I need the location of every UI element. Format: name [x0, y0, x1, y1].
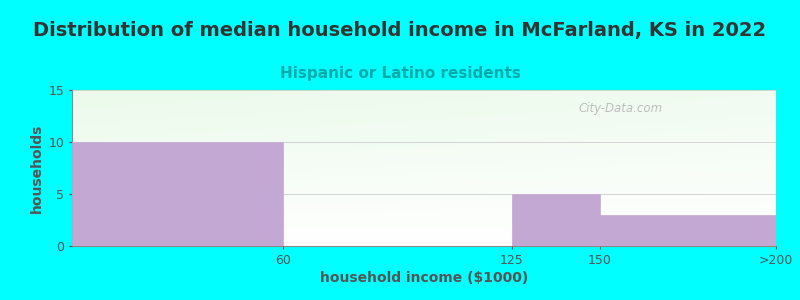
Y-axis label: households: households	[30, 123, 44, 213]
Bar	[512, 194, 600, 246]
Text: City-Data.com: City-Data.com	[579, 102, 663, 115]
Text: Distribution of median household income in McFarland, KS in 2022: Distribution of median household income …	[34, 21, 766, 40]
Bar	[72, 142, 283, 246]
Bar	[600, 215, 776, 246]
Text: Hispanic or Latino residents: Hispanic or Latino residents	[279, 66, 521, 81]
X-axis label: household income ($1000): household income ($1000)	[320, 271, 528, 285]
